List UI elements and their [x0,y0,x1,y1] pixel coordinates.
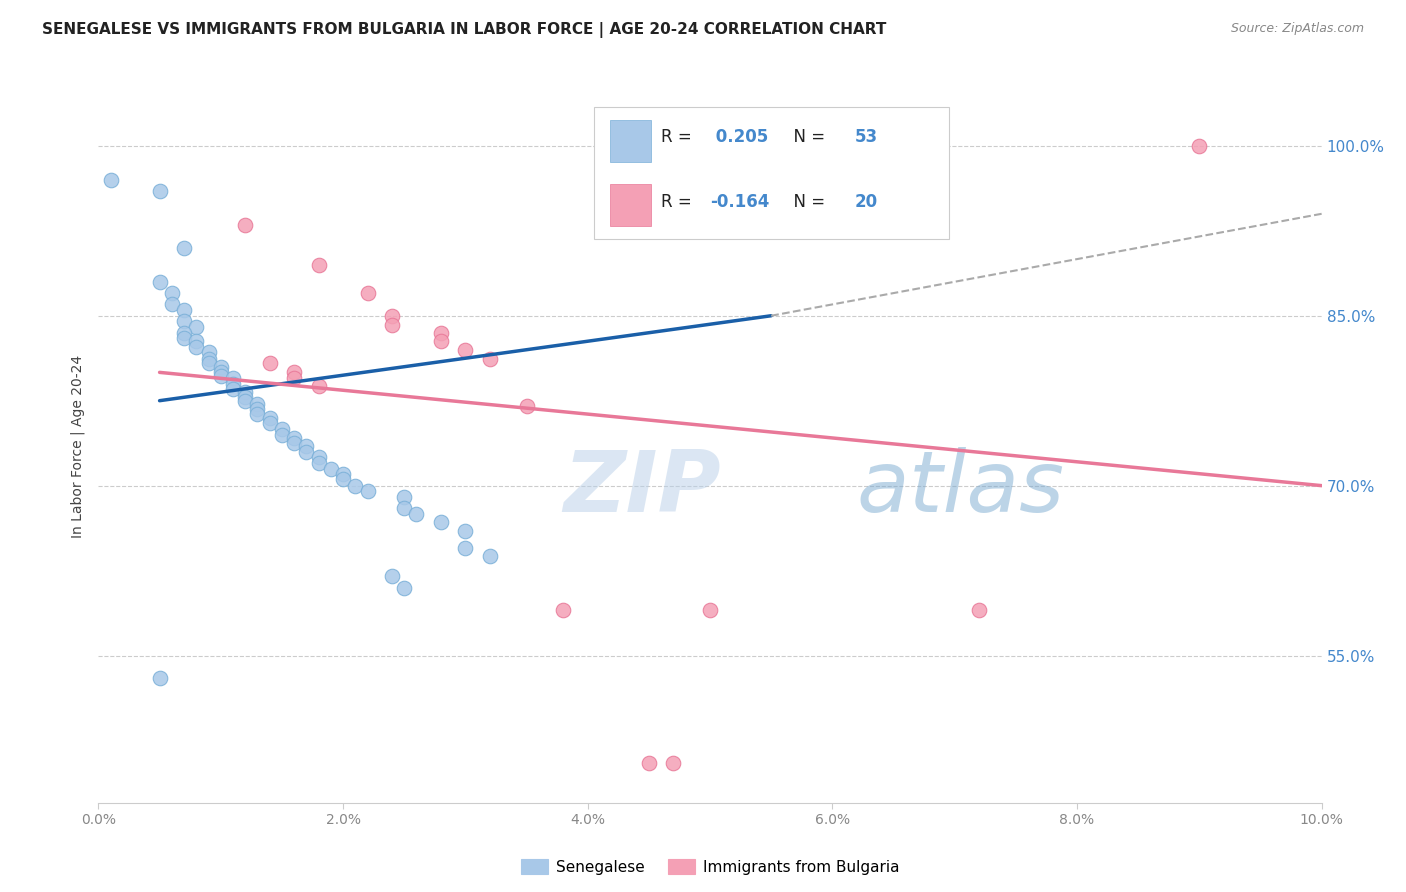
Text: Source: ZipAtlas.com: Source: ZipAtlas.com [1230,22,1364,36]
Point [381,318,404,332]
Point [430,326,453,340]
Point [197,345,219,359]
Point [1188,138,1211,153]
Point [209,359,232,374]
Text: 0.205: 0.205 [710,128,768,146]
Point [381,569,404,583]
Point [100,173,122,187]
Point [454,343,477,357]
Text: -0.164: -0.164 [710,193,769,211]
Point [392,490,416,504]
Point [454,541,477,555]
Legend: Senegalese, Immigrants from Bulgaria: Senegalese, Immigrants from Bulgaria [515,853,905,880]
Point [246,407,269,421]
Point [967,603,990,617]
Point [209,365,232,379]
Point [405,507,427,521]
Point [392,581,416,595]
Point [246,401,269,416]
Text: 20: 20 [855,193,877,211]
Point [197,356,219,370]
Point [283,371,305,385]
Point [222,376,245,391]
Point [259,417,281,431]
Point [222,371,245,385]
Point [637,756,661,771]
Point [259,410,281,425]
Point [270,427,292,442]
Point [478,351,501,366]
Point [308,379,330,393]
Point [173,331,195,345]
Point [308,258,330,272]
FancyBboxPatch shape [593,107,949,239]
Point [662,756,685,771]
Point [332,472,354,486]
Point [160,286,183,301]
Point [295,444,318,458]
Point [173,241,195,255]
Point [160,297,183,311]
Point [149,184,172,198]
Point [173,303,195,318]
Point [186,320,208,334]
Point [430,515,453,529]
Point [516,400,538,414]
Point [344,478,367,492]
Point [173,314,195,328]
Point [430,334,453,348]
Point [356,286,378,301]
Point [392,501,416,516]
Point [332,467,354,482]
Point [699,603,721,617]
Point [233,390,256,404]
Point [173,326,195,340]
Point [319,461,342,475]
Point [308,456,330,470]
Point [283,365,305,379]
Text: ZIP: ZIP [564,447,721,531]
Text: N =: N = [783,128,831,146]
Point [295,439,318,453]
Point [233,393,256,408]
Point [283,435,305,450]
Point [283,431,305,445]
FancyBboxPatch shape [610,120,651,162]
Text: N =: N = [783,193,831,211]
Y-axis label: In Labor Force | Age 20-24: In Labor Force | Age 20-24 [70,354,86,538]
Point [259,356,281,370]
Text: atlas: atlas [856,447,1064,531]
Point [270,422,292,436]
Point [553,603,575,617]
Point [356,484,378,499]
Point [149,275,172,289]
Point [454,524,477,538]
Point [149,671,172,685]
Point [222,383,245,397]
Point [233,218,256,232]
Point [308,450,330,465]
Point [478,549,501,563]
Point [186,341,208,355]
Point [381,309,404,323]
Point [186,334,208,348]
Point [233,384,256,399]
Point [246,397,269,411]
Point [197,351,219,366]
FancyBboxPatch shape [610,184,651,227]
Text: 53: 53 [855,128,877,146]
Text: SENEGALESE VS IMMIGRANTS FROM BULGARIA IN LABOR FORCE | AGE 20-24 CORRELATION CH: SENEGALESE VS IMMIGRANTS FROM BULGARIA I… [42,22,887,38]
Text: R =: R = [661,193,697,211]
Text: R =: R = [661,128,697,146]
Point [209,368,232,383]
